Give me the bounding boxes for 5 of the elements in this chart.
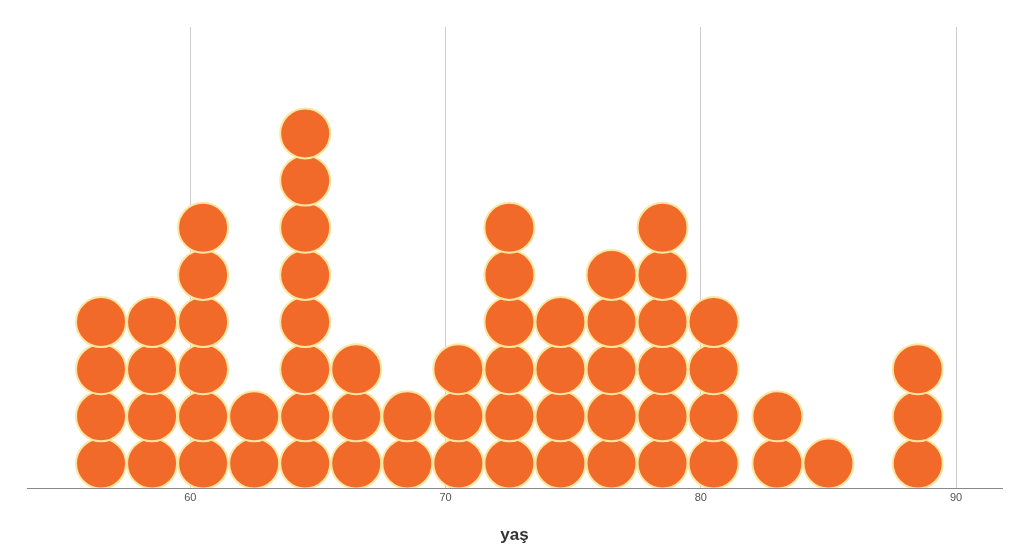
- x-axis-title: yaş: [499, 525, 530, 545]
- x-tick-label: 60: [184, 490, 197, 503]
- x-tick-label: 90: [949, 490, 963, 503]
- x-tick-label: 80: [694, 490, 707, 503]
- x-tick-label: 70: [439, 490, 452, 503]
